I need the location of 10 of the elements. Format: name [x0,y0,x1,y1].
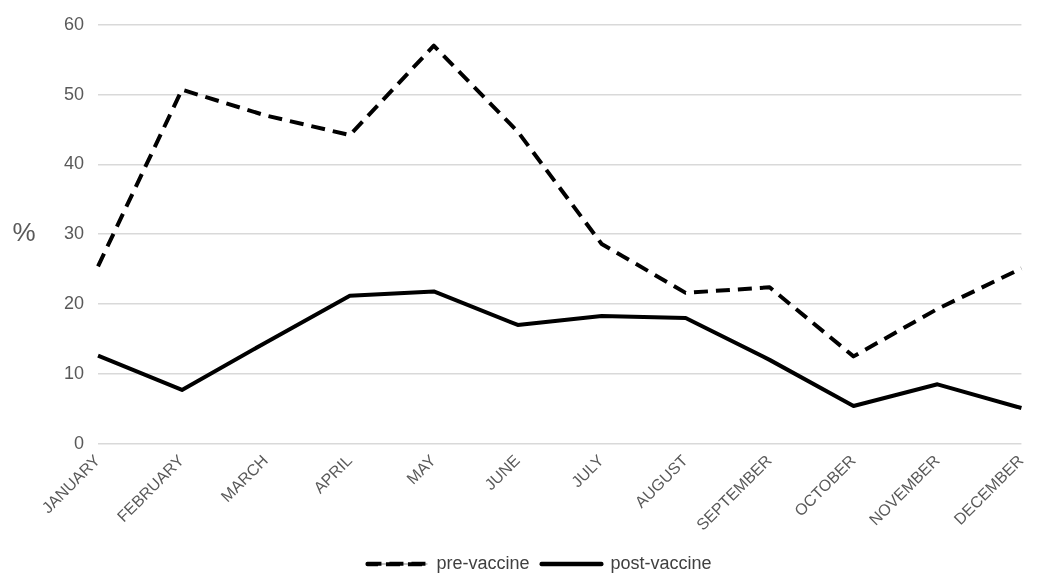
y-tick-label: 20 [63,293,85,313]
y-tick-label: 10 [63,362,85,383]
y-tick-label: 50 [63,83,85,104]
legend-label: pre-vaccine [436,552,530,573]
legend-label: post-vaccine [610,552,712,573]
y-tick-label: 60 [63,13,85,34]
y-axis-title: % [12,217,36,248]
y-tick-label: 0 [74,432,85,453]
y-tick-label: 30 [63,223,85,244]
y-tick-label: 40 [63,153,85,174]
